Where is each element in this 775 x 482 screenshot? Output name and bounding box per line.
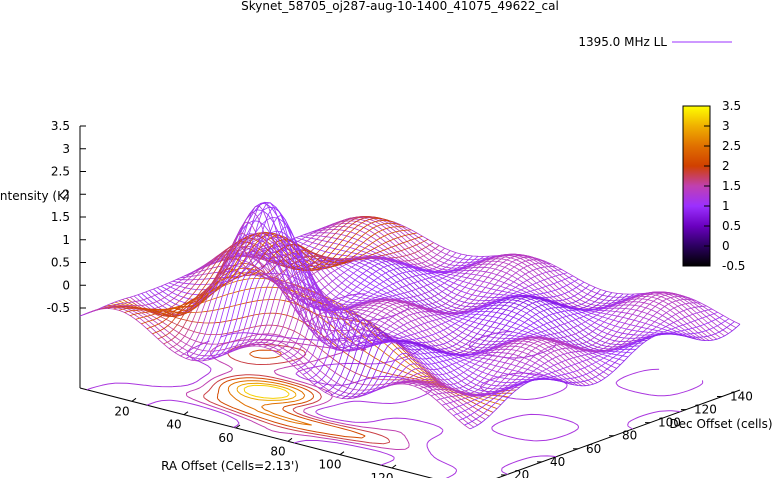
base-plane [79, 387, 741, 482]
mesh-col-40 [302, 275, 574, 375]
y-tick-label: 140 [730, 390, 753, 404]
z-tick-label: 0.5 [51, 256, 70, 270]
y-tick-label: 20 [514, 468, 529, 478]
mesh-col-24 [213, 226, 484, 359]
mesh-col-11 [141, 229, 412, 325]
mesh-col-65 [441, 308, 713, 406]
contour-level-5 [236, 382, 297, 401]
mesh-col-70 [469, 323, 741, 430]
mesh-col-13 [152, 235, 423, 335]
mesh-col-50 [358, 293, 629, 398]
surface-mesh [79, 201, 741, 430]
colorbar-tick-label: 3.5 [722, 99, 741, 113]
z-tick-label: 2.5 [51, 165, 70, 179]
legend: 1395.0 MHz LL [578, 35, 732, 49]
colorbar-tick-label: 0.5 [722, 219, 741, 233]
z-axis-label: Intensity (K) [0, 189, 70, 203]
z-tick-label: 2 [62, 187, 70, 201]
contour-level-2 [203, 343, 391, 445]
mesh-col-26 [224, 255, 496, 355]
colorbar-tick-label: 2 [722, 159, 730, 173]
x-tick-mark [287, 437, 293, 442]
colorbar-tick-label: -0.5 [722, 259, 745, 273]
contour-level-3 [216, 349, 366, 439]
x-tick-mark [131, 397, 137, 402]
mesh-col-5 [107, 215, 378, 316]
mesh-col-21 [196, 202, 468, 362]
x-tick-mark [183, 411, 189, 416]
mesh-col-35 [274, 259, 546, 353]
colorbar-tick-label: 0 [722, 239, 730, 253]
x-tick-mark [391, 464, 397, 469]
mesh-col-46 [336, 291, 607, 398]
chart-title: Skynet_58705_oj287-aug-10-1400_41075_496… [241, 0, 559, 13]
colorbar-tick-label: 1.5 [722, 179, 741, 193]
mesh-col-9 [129, 222, 401, 316]
mesh-col-41 [308, 278, 579, 380]
mesh-col-61 [419, 295, 690, 397]
x-tick-label: 120 [371, 471, 394, 478]
x-tick-label: 60 [218, 431, 233, 445]
mesh-col-37 [285, 265, 557, 360]
y-axis: 20 40 60 80 100 120 140 [501, 390, 753, 482]
y-tick-label: 100 [658, 416, 681, 430]
y-tick-label: 80 [622, 429, 637, 443]
colorbar-tick-label: 1 [722, 199, 730, 213]
y-tick-label: 40 [550, 455, 565, 469]
x-tick-label: 100 [319, 458, 342, 472]
mesh-col-15 [163, 242, 434, 345]
z-tick-label: 1.5 [51, 210, 70, 224]
mesh-col-38 [291, 269, 562, 365]
mesh-col-1 [85, 217, 356, 315]
mesh-col-66 [447, 311, 718, 411]
z-tick-label: -0.5 [47, 301, 70, 315]
contour-level-6 [243, 384, 290, 399]
z-tick-label: 0 [62, 278, 70, 292]
x-tick-label: 80 [270, 444, 285, 458]
mesh-col-36 [280, 262, 551, 356]
contour-level-1 [185, 339, 410, 450]
x-axis-label: RA Offset (Cells=2.13') [161, 459, 299, 473]
mesh-col-51 [363, 293, 635, 396]
base-edge-y [485, 389, 741, 482]
z-tick-label: 1 [62, 233, 70, 247]
mesh-col-32 [258, 253, 529, 347]
x-tick-label: 40 [166, 418, 181, 432]
x-tick-mark [339, 451, 345, 456]
colorbar: -0.5 0 0.5 1 1.5 2 2.5 3 3.5 [682, 99, 745, 273]
z-tick-label: 3.5 [51, 119, 70, 133]
z-tick-label: 3 [62, 142, 70, 156]
mesh-col-67 [453, 315, 724, 416]
contour-level-4 [227, 380, 312, 426]
z-axis: -0.5 0 0.5 1 1.5 2 2.5 3 3.5 [47, 119, 86, 388]
mesh-col-0 [79, 217, 351, 317]
x-tick-mark [235, 424, 241, 429]
mesh-col-8 [124, 220, 395, 317]
base-edge-x [79, 387, 449, 482]
mesh-col-39 [297, 272, 568, 370]
y-tick-label: 60 [586, 442, 601, 456]
y-axis-label: Dec Offset (cells) [669, 417, 772, 431]
legend-label: 1395.0 MHz LL [578, 35, 667, 49]
mesh-col-20 [191, 201, 462, 361]
mesh-col-69 [464, 321, 735, 426]
x-tick-label: 20 [114, 404, 129, 418]
y-tick-label: 120 [694, 403, 717, 417]
contour-lines [86, 293, 704, 481]
colorbar-tick-label: 3 [722, 119, 730, 133]
mesh-col-25 [219, 240, 490, 357]
colorbar-tick-label: 2.5 [722, 139, 741, 153]
mesh-col-68 [458, 318, 730, 421]
